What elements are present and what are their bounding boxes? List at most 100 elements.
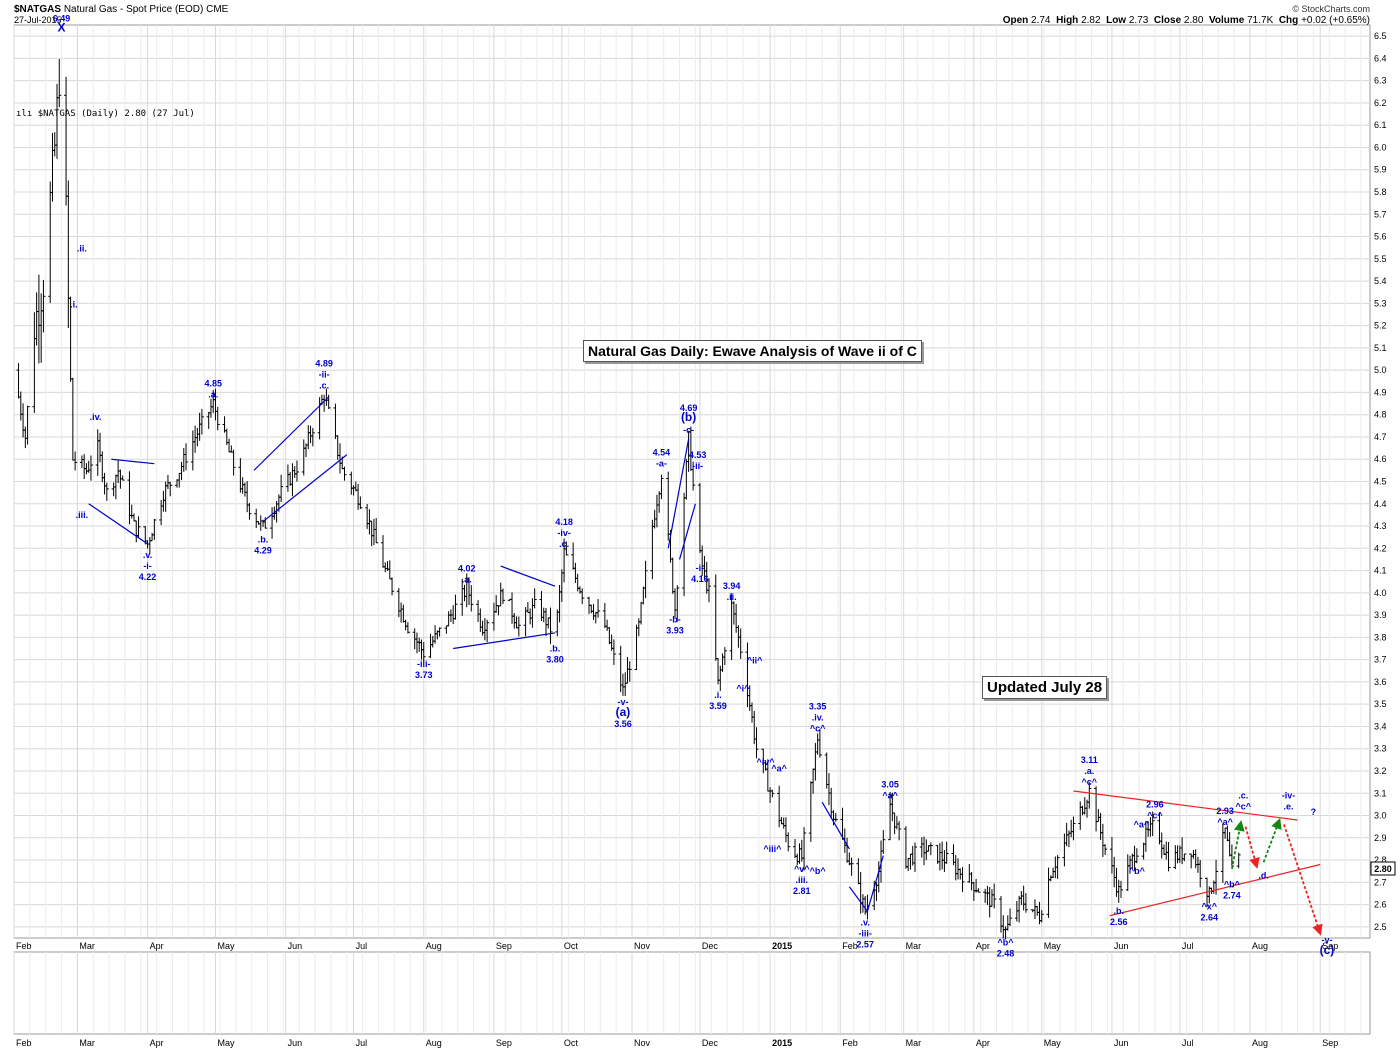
y-tick-label: 6.2 [1374,98,1387,108]
wave-label: -v- [1321,935,1332,945]
x-tick-label-lower: Oct [564,1038,579,1048]
y-tick-label: 4.6 [1374,454,1387,464]
wave-label: ^x^ [1202,902,1218,912]
x-tick-label-lower: Aug [426,1038,442,1048]
wave-label: (c) [1320,943,1335,957]
source-credit[interactable]: © StockCharts.com [1292,4,1370,14]
y-tick-label: 2.7 [1374,877,1387,887]
x-tick-label: Mar [906,941,922,951]
y-tick-label: 6.0 [1374,142,1387,152]
x-tick-label-lower: Sep [496,1038,512,1048]
x-tick-label-lower: 2015 [772,1038,792,1048]
trendline [678,503,696,560]
chart-date: 27-Jul-2015 [14,15,62,25]
wave-label: .i. [70,299,78,309]
wave-label: .b. [550,643,561,653]
wave-label: .v. [143,550,152,560]
wave-label: 4.29 [254,545,272,555]
trendline [262,454,348,523]
open-value: 2.74 [1031,15,1051,26]
projection-arrow [1283,824,1323,936]
y-tick-label: 5.9 [1374,165,1387,175]
wave-label: 4.02 [458,563,476,573]
trendline [1073,790,1298,821]
wave-label: 4.16 [691,574,709,584]
y-tick-label: 5.4 [1374,276,1387,286]
wave-label: .iv. [812,713,824,723]
y-tick-label: 4.0 [1374,588,1387,598]
wave-label: 2.96 [1146,799,1164,809]
y-tick-label: 6.3 [1374,76,1387,86]
wave-label: 4.89 [315,359,333,369]
wave-labels: 6.49X.i..ii..iii..iv..v.-i-4.224.85.a..b… [53,13,1335,958]
y-tick-label: 5.3 [1374,298,1387,308]
wave-label: .e. [1283,802,1293,812]
wave-label: -b- [669,614,681,624]
wave-label: ^a^ [771,764,787,774]
wave-label: 2.48 [997,948,1015,958]
wave-label: 3.05 [881,779,899,789]
gridlines [13,25,1370,1034]
x-tick-label: Jun [288,941,303,951]
wave-label: .c. [559,539,569,549]
wave-label: -i- [143,561,152,571]
y-tick-label: 5.0 [1374,365,1387,375]
wave-label: ^b^ [1129,866,1146,876]
wave-label: 2.74 [1223,890,1241,900]
x-tick-label-lower: Sep [1322,1038,1338,1048]
y-tick-label: 3.9 [1374,610,1387,620]
legend-text: $NATGAS (Daily) 2.80 (27 Jul) [37,109,195,119]
wave-label: 3.73 [415,670,433,680]
x-tick-label: Feb [16,941,32,951]
trendline [453,632,556,650]
updated-box: Updated July 28 [982,676,1108,699]
x-tick-label: Jul [1182,941,1194,951]
chg-label: Chg [1278,15,1299,26]
y-tick-label: 5.1 [1374,343,1387,353]
x-tick-label-lower: May [1044,1038,1062,1048]
y-tick-label: 2.6 [1374,900,1387,910]
x-tick-label: Apr [150,941,164,951]
x-tick-label-lower: Nov [634,1038,651,1048]
low-label: Low [1106,15,1127,26]
wave-label: (a) [616,705,631,719]
wave-label: -v- [617,697,628,707]
x-tick-label: Jun [1114,941,1129,951]
y-tick-label: 4.8 [1374,410,1387,420]
wave-label: .d. [1258,871,1269,881]
exchange: CME [206,4,229,15]
wave-label: 4.18 [555,517,573,527]
x-tick-label: Oct [564,941,579,951]
x-tick-label: Dec [702,941,719,951]
analysis-title-box: Natural Gas Daily: Ewave Analysis of Wav… [583,340,922,362]
wave-label: .iii. [76,510,89,520]
wave-label: ^b^ [810,866,827,876]
wave-label: .c. [1238,791,1248,801]
x-tick-label: Aug [426,941,442,951]
projection-arrows [1231,817,1323,936]
chart-legend: ılı $NATGAS (Daily) 2.80 (27 Jul) [16,109,195,119]
wave-label: ^a^ [882,790,898,800]
wave-label: 4.54 [653,448,671,458]
x-tick-label: May [217,941,235,951]
x-tick-label: Jul [356,941,368,951]
wave-label: .i. [714,690,722,700]
trendline [1109,863,1321,917]
wave-label: ^v^ [794,864,810,874]
y-tick-label: 3.6 [1374,677,1387,687]
x-tick-label-lower: Jun [288,1038,303,1048]
legend-marker-icon: ılı [16,109,33,119]
symbol-description: Natural Gas - Spot Price (EOD) [63,4,204,15]
y-tick-label: 3.5 [1374,699,1387,709]
wave-label: 3.11 [1081,755,1098,765]
trendline [667,439,690,549]
wave-label: ? [1311,807,1317,817]
wave-label: 3.59 [709,701,727,711]
y-tick-label: 3.7 [1374,655,1387,665]
wave-label: .b. [258,534,269,544]
wave-label: -iv- [557,528,571,538]
x-tick-label-lower: Feb [16,1038,32,1048]
lower-panel-frame [13,951,1371,1035]
y-tick-label: 2.8 [1374,855,1387,865]
wave-label: 3.94 [723,581,741,591]
